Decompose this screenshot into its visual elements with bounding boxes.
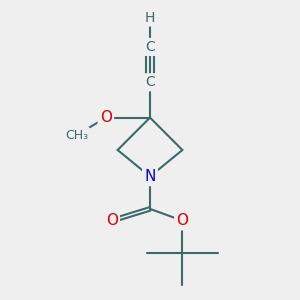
Text: O: O (106, 213, 118, 228)
Text: O: O (100, 110, 112, 125)
Text: CH₃: CH₃ (65, 129, 88, 142)
Text: C: C (145, 40, 155, 54)
Text: H: H (145, 11, 155, 25)
Text: C: C (145, 75, 155, 89)
Text: O: O (176, 213, 188, 228)
Text: N: N (144, 169, 156, 184)
